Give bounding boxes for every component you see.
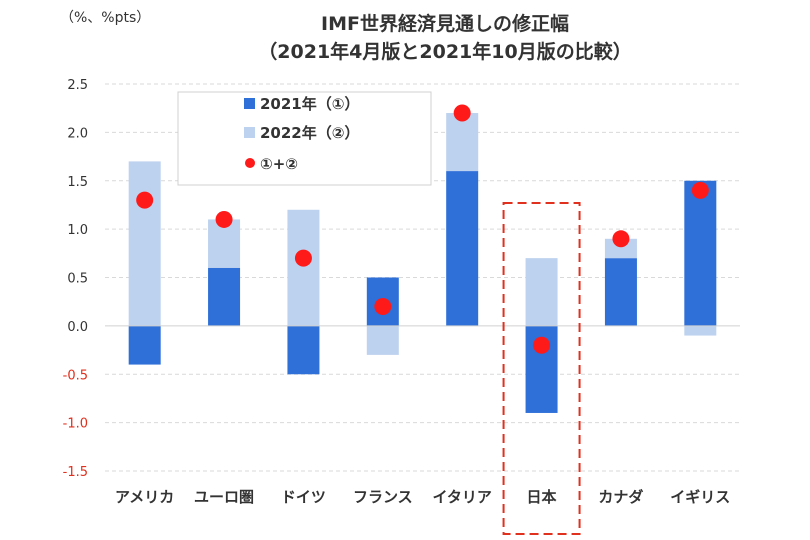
x-tick-label-8: イギリス	[670, 488, 730, 506]
sum-point-cat1	[136, 191, 154, 209]
x-axis-labels: アメリカ ユーロ圏 ドイツ フランス イタリア 日本 カナダ イギリス	[115, 488, 730, 506]
x-tick-label-3: ドイツ	[281, 488, 326, 506]
x-tick-label-6: 日本	[527, 488, 557, 506]
legend-label-2022: 2022年（②）	[260, 124, 359, 142]
bar-series2-cat3	[287, 209, 320, 326]
y-axis-labels: 2.5 2.0 1.5 1.0 0.5 0.0 -0.5 -1.0 -1.5	[63, 78, 88, 480]
sum-points	[136, 104, 709, 354]
legend-swatch-2021	[244, 98, 255, 109]
bar-series2-cat5	[446, 113, 479, 172]
bar-series2-cat1	[128, 161, 161, 326]
y-tick-label: 0.0	[67, 320, 88, 335]
sum-point-cat7	[612, 230, 630, 248]
y-tick-label: 2.5	[67, 78, 88, 93]
bar-series2-cat7	[604, 238, 637, 259]
y-tick-label: 0.5	[67, 272, 88, 287]
bar-series1-cat8	[684, 180, 717, 326]
legend: 2021年（①） 2022年（②） ①+②	[177, 91, 432, 186]
bar-series2-cat4	[366, 325, 399, 355]
chart-title: IMF世界経済見通しの修正幅	[321, 12, 569, 35]
bar-series2-cat6	[525, 258, 558, 326]
bar-series1-cat7	[604, 258, 637, 326]
bar-series1-cat3	[287, 325, 320, 375]
sum-point-cat8	[691, 181, 709, 199]
legend-label-sum: ①+②	[260, 155, 298, 173]
legend-swatch-2022	[244, 127, 255, 138]
bar-series2-cat8	[684, 325, 717, 336]
x-tick-label-1: アメリカ	[115, 488, 174, 506]
sum-point-cat5	[453, 104, 471, 122]
unit-label: （%、%pts）	[60, 10, 150, 26]
legend-box	[177, 91, 432, 186]
highlight-box-japan	[502, 202, 581, 535]
bar-series1-cat2	[208, 267, 241, 326]
x-tick-label-4: フランス	[353, 488, 413, 506]
bars	[128, 113, 717, 413]
y-tick-label: 1.0	[67, 223, 88, 238]
bar-series1-cat1	[128, 325, 161, 365]
sum-point-cat3	[294, 249, 312, 267]
chart-subtitle: （2021年4月版と2021年10月版の比較）	[258, 40, 631, 63]
y-tick-label: -1.0	[63, 417, 88, 432]
y-tick-label: 1.5	[67, 175, 88, 190]
x-tick-label-7: カナダ	[598, 488, 643, 506]
y-tick-label: -0.5	[63, 368, 88, 383]
legend-marker-sum	[245, 158, 255, 168]
bar-series1-cat5	[446, 171, 479, 326]
sum-point-cat6	[533, 336, 551, 354]
sum-point-cat4	[374, 298, 392, 316]
x-tick-label-2: ユーロ圏	[194, 488, 254, 506]
y-tick-label: -1.5	[63, 465, 88, 480]
sum-point-cat2	[215, 210, 233, 228]
legend-label-2021: 2021年（①）	[260, 95, 359, 113]
y-tick-label: 2.0	[67, 126, 88, 141]
x-tick-label-5: イタリア	[432, 488, 491, 506]
